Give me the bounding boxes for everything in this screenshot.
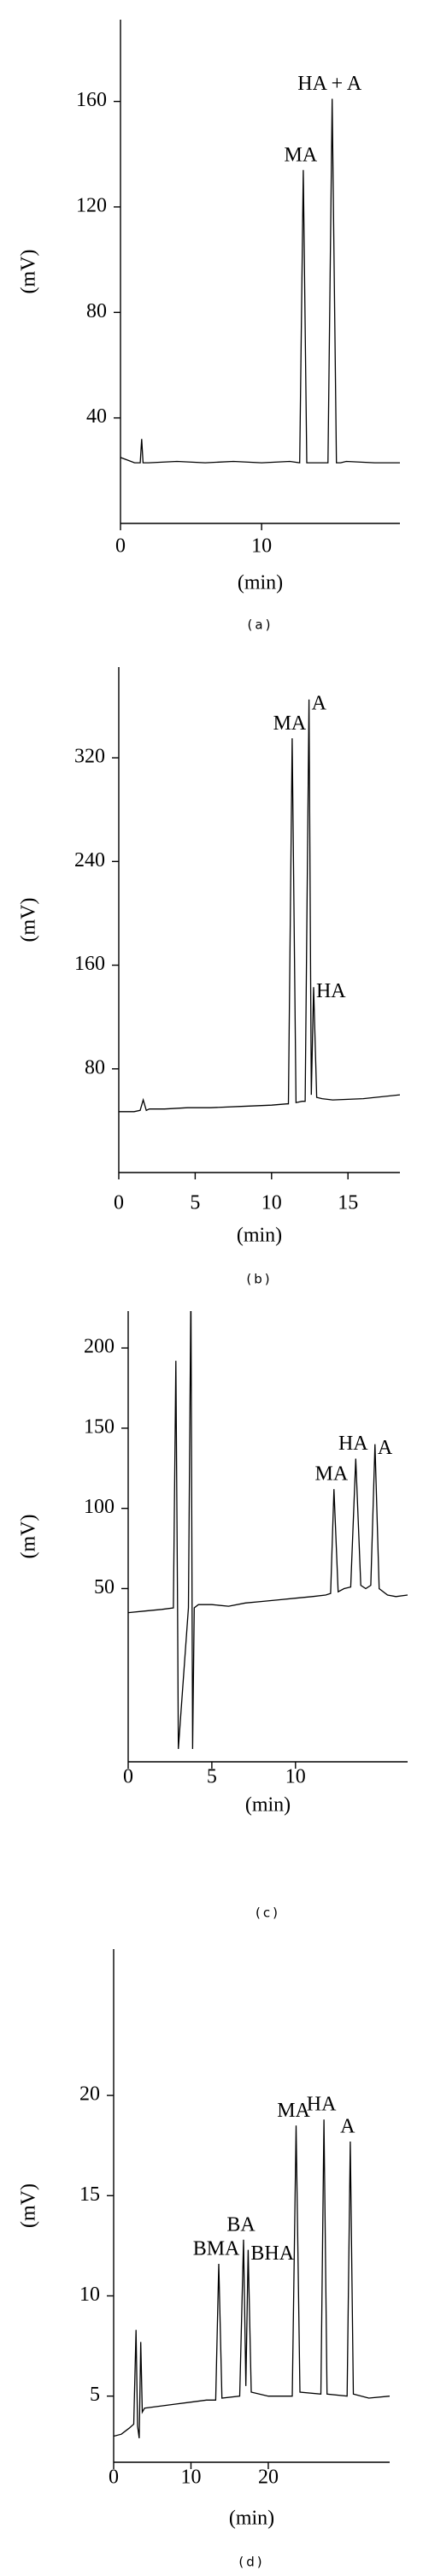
trace-line: [119, 699, 400, 1113]
y-tick-label: 15: [79, 2183, 100, 2206]
panel: 80 160 240 320 0 5 10 15 (min) (mV) (b) MAA HA: [18, 667, 400, 1287]
peak-label: HA: [316, 980, 346, 1002]
peak-label: MA: [273, 712, 307, 735]
y-tick-label: 80: [85, 1056, 105, 1078]
y-tick-label: 160: [74, 953, 105, 975]
x-tick-label: 10: [261, 1192, 282, 1214]
x-tick-label: 10: [285, 1766, 306, 1788]
trace-line: [114, 2119, 390, 2438]
peak-label: HA: [338, 1433, 368, 1455]
peak-label: HA: [307, 2094, 337, 2116]
x-tick-label: 5: [190, 1192, 200, 1214]
x-axis-label: (min): [238, 572, 283, 594]
peak-label: MA: [285, 144, 318, 166]
y-tick-label: 5: [90, 2384, 100, 2406]
x-tick-label: 10: [180, 2467, 201, 2489]
caption: (d): [238, 2555, 264, 2570]
caption: (a): [248, 617, 273, 633]
x-tick-label: 10: [251, 535, 272, 558]
y-axis-label: (mV): [18, 2183, 40, 2228]
peak-label: BA: [226, 2213, 256, 2236]
x-tick-label: 15: [338, 1192, 358, 1214]
panel: 40 80 120 160 0 10 (min) (mV) (a) MA HA + A: [18, 20, 400, 633]
peak-label: MA: [277, 2100, 310, 2122]
x-axis-label: (min): [245, 1794, 291, 1817]
y-tick-label: 120: [76, 194, 107, 216]
peak-label: MA: [315, 1463, 349, 1486]
y-tick-label: 200: [84, 1336, 115, 1358]
peak-label: BMA: [193, 2237, 240, 2260]
peak-label: A: [340, 2116, 355, 2138]
y-tick-label: 160: [76, 89, 107, 111]
y-tick-label: 40: [86, 405, 107, 428]
x-tick-label: 0: [109, 2467, 119, 2489]
trace-line: [120, 98, 400, 464]
y-tick-label: 10: [79, 2284, 100, 2306]
x-tick-label: 0: [114, 1192, 124, 1214]
y-tick-label: 100: [84, 1496, 115, 1518]
y-tick-label: 20: [79, 2083, 100, 2106]
x-tick-label: 20: [258, 2467, 279, 2489]
x-tick-label: 0: [115, 535, 126, 558]
y-tick-label: 80: [86, 300, 107, 322]
peak-label: HA + A: [297, 73, 362, 95]
peak-label: A: [312, 692, 327, 714]
peak-label: BHA: [250, 2242, 294, 2265]
y-tick-label: 320: [74, 746, 105, 768]
y-tick-label: 50: [94, 1576, 115, 1598]
caption: (b): [246, 1272, 272, 1287]
y-tick-label: 240: [74, 849, 105, 871]
x-tick-label: 0: [123, 1766, 133, 1788]
y-tick-label: 150: [84, 1415, 115, 1438]
panel: 50 100 150 200 0 5 10 (min) (mV) (c) MA HA A: [18, 1311, 408, 1921]
trace-line: [128, 1311, 408, 1750]
x-axis-label: (min): [229, 2508, 274, 2530]
peak-label: A: [378, 1437, 393, 1459]
y-axis-label: (mV): [18, 250, 40, 294]
x-axis-label: (min): [237, 1225, 282, 1247]
caption: (c): [256, 1905, 280, 1921]
y-axis-label: (mV): [18, 898, 40, 942]
x-tick-label: 5: [207, 1766, 217, 1788]
y-axis-label: (mV): [18, 1515, 40, 1559]
